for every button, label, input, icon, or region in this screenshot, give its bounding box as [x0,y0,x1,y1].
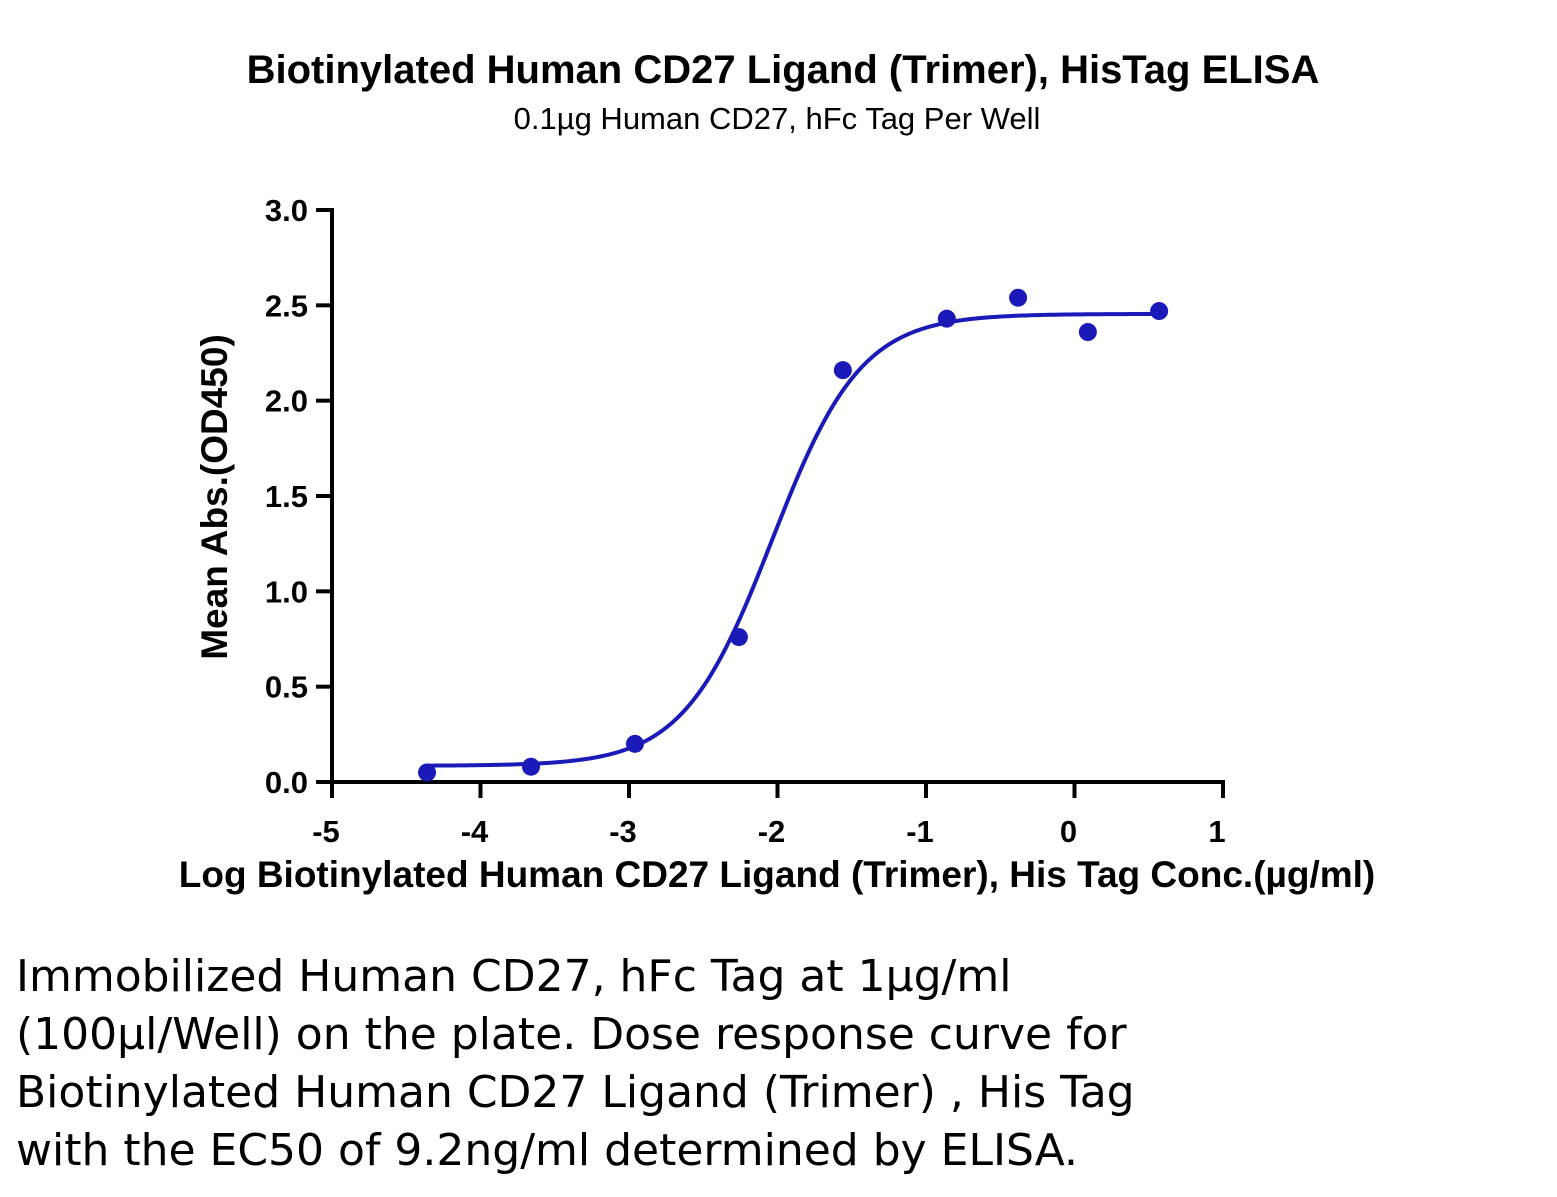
data-point [418,763,437,782]
fit-curve [427,311,1160,768]
y-tick-label: 2.5 [265,288,308,323]
x-tick-label: -3 [609,814,637,849]
data-point [729,628,748,647]
data-point [1009,288,1028,307]
caption-line-4: with the EC50 of 9.2ng/ml determined by … [16,1125,1079,1176]
y-tick-label: 2.0 [265,384,308,419]
data-point [937,309,956,328]
data-point [521,757,540,776]
x-tick-label: -4 [461,814,489,849]
ticks: -5 -4 -3 -2 -1 0 1 0.0 0.5 1.0 1.5 2.0 2.5 3.0 [265,193,1226,849]
y-tick-label: 1.5 [265,479,308,514]
data-point [625,734,644,753]
x-tick-label: 1 [1208,814,1225,849]
data-point [1150,302,1169,321]
x-tick-label: -1 [906,814,934,849]
elisa-chart: Biotinylated Human CD27 Ligand (Trimer),… [179,48,1375,895]
data-point [1078,323,1097,342]
y-tick-label: 3.0 [265,193,308,228]
data-point [833,361,852,380]
caption-line-2: (100µl/Well) on the plate. Dose response… [16,1009,1127,1060]
x-tick-label: -2 [758,814,786,849]
y-tick-label: 0.0 [265,765,308,800]
x-tick-label: -5 [312,814,340,849]
chart-subtitle: 0.1µg Human CD27, hFc Tag Per Well [514,101,1041,136]
figure-caption: Immobilized Human CD27, hFc Tag at 1µg/m… [16,948,1536,1180]
y-tick-label: 1.0 [265,574,308,609]
x-axis-label: Log Biotinylated Human CD27 Ligand (Trim… [179,854,1375,895]
fit-curve-layer [427,311,1160,768]
caption-line-1: Immobilized Human CD27, hFc Tag at 1µg/m… [16,951,1012,1002]
y-tick-label: 0.5 [265,670,308,705]
axes [330,208,1225,784]
y-axis-label: Mean Abs.(OD450) [194,334,235,660]
data-points [418,288,1169,782]
caption-line-3: Biotinylated Human CD27 Ligand (Trimer) … [16,1067,1135,1118]
x-tick-label: 0 [1060,814,1077,849]
chart-title: Biotinylated Human CD27 Ligand (Trimer),… [247,48,1320,92]
